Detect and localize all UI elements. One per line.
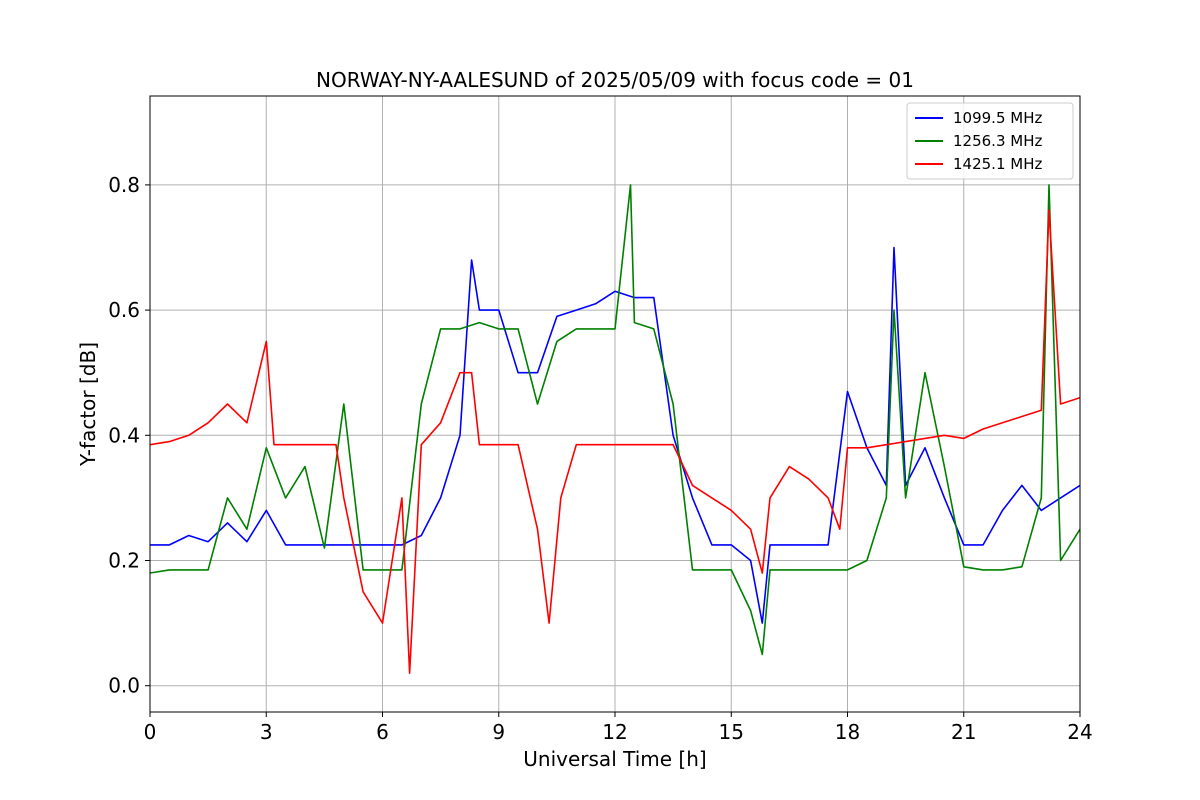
x-axis: 0 3 6 9 12 15 18 21 24 <box>144 712 1093 744</box>
series-line-0 <box>150 246 1080 624</box>
series-line-1 <box>150 184 1080 656</box>
legend: 1099.5 MHz 1256.3 MHz 1425.1 MHz <box>906 102 1074 180</box>
plot-area <box>150 184 1080 675</box>
x-tick-label: 24 <box>1067 720 1092 744</box>
y-axis: 0.0 0.2 0.4 0.6 0.8 <box>108 173 150 698</box>
legend-label: 1256.3 MHz <box>953 132 1042 150</box>
legend-box <box>906 102 1074 180</box>
x-tick-label: 3 <box>260 720 273 744</box>
y-tick-label: 0.4 <box>108 423 140 447</box>
chart-title: NORWAY-NY-AALESUND of 2025/05/09 with fo… <box>316 68 914 92</box>
y-tick-label: 0.2 <box>108 549 140 573</box>
x-tick-label: 9 <box>492 720 505 744</box>
y-tick-label: 0.8 <box>108 173 140 197</box>
x-tick-label: 12 <box>602 720 627 744</box>
y-tick-label: 0.6 <box>108 298 140 322</box>
x-tick-label: 15 <box>719 720 744 744</box>
y-tick-label: 0.0 <box>108 674 140 698</box>
x-tick-label: 0 <box>144 720 157 744</box>
x-axis-label: Universal Time [h] <box>523 747 706 771</box>
series-line-2 <box>150 209 1080 675</box>
x-tick-label: 18 <box>835 720 860 744</box>
x-tick-label: 21 <box>951 720 976 744</box>
y-axis-label: Y-factor [dB] <box>76 342 100 467</box>
legend-label: 1099.5 MHz <box>953 109 1042 127</box>
legend-label: 1425.1 MHz <box>953 155 1042 173</box>
x-tick-label: 6 <box>376 720 389 744</box>
